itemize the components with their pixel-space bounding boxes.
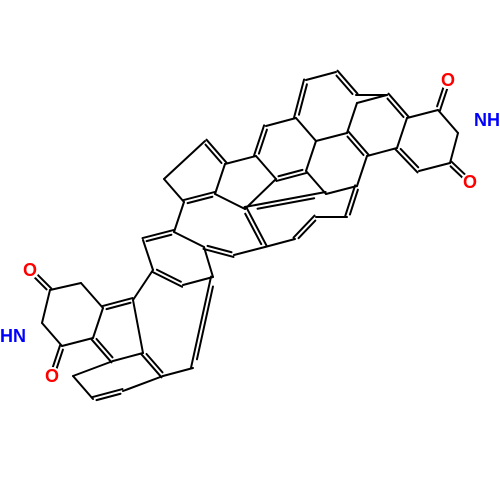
atom-label: HN: [0, 326, 26, 346]
atom-label: O: [23, 260, 37, 280]
atom-label: O: [441, 70, 455, 90]
atom-label: O: [463, 172, 477, 192]
molecule-diagram: O O NH O O HN: [0, 0, 500, 500]
atom-label: NH: [474, 110, 500, 130]
atom-label: O: [45, 366, 59, 386]
